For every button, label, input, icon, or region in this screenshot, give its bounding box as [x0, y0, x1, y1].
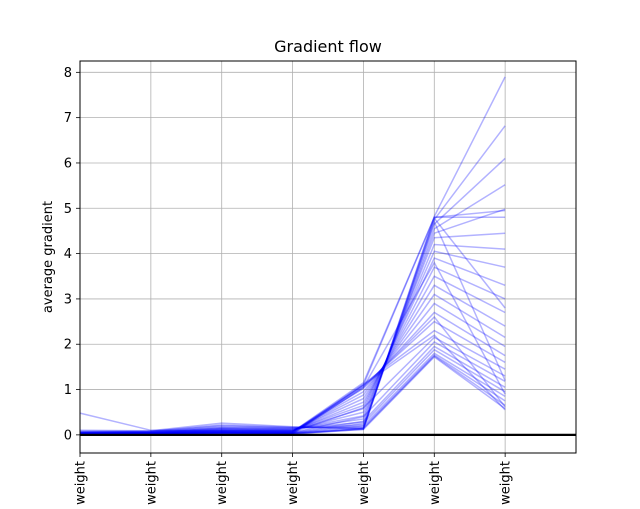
y-tick-label: 6	[64, 156, 72, 171]
y-tick-label: 4	[64, 247, 72, 262]
series-line	[79, 320, 506, 435]
x-tick-label: weight	[357, 461, 372, 505]
series-line	[79, 208, 506, 433]
series-line	[80, 125, 506, 432]
series-line	[79, 348, 506, 435]
series-lines	[79, 76, 506, 436]
series-line	[79, 266, 506, 434]
series-line	[79, 302, 506, 435]
y-tick-label: 3	[64, 292, 72, 307]
series-line	[79, 261, 506, 435]
series-line	[79, 232, 506, 434]
series-line	[79, 243, 506, 434]
y-tick-label: 0	[64, 428, 72, 443]
chart-title: Gradient flow	[274, 37, 382, 56]
grid	[79, 61, 576, 453]
x-tick-label: weight	[286, 461, 301, 505]
y-tick-label: 8	[64, 66, 72, 81]
series-line	[79, 329, 506, 435]
series-line	[79, 250, 506, 434]
series-line	[79, 216, 506, 433]
series-line	[79, 284, 506, 434]
plot-frame	[79, 60, 577, 454]
series-line	[79, 345, 506, 435]
y-tick-label: 7	[64, 111, 72, 126]
series-line	[79, 209, 506, 435]
y-tick-label: 5	[64, 202, 72, 217]
y-axis-label: average gradient	[41, 201, 56, 313]
x-tick-label: weight	[215, 461, 230, 505]
x-tick-label: weight	[499, 461, 514, 505]
series-line	[79, 311, 506, 435]
series-line	[79, 257, 506, 434]
series-line	[79, 336, 506, 435]
series-line	[79, 341, 506, 435]
x-tick-label: weight	[74, 461, 89, 505]
series-line	[79, 76, 506, 432]
series-line	[79, 157, 506, 433]
y-tick-label: 2	[64, 338, 72, 353]
series-line	[79, 293, 506, 435]
y-axis-ticks: 0 1 2 3 4 5 6 7 8	[64, 66, 80, 443]
series-line	[79, 184, 506, 433]
y-tick-label: 1	[64, 383, 72, 398]
series-line	[79, 354, 506, 435]
series-line	[79, 352, 506, 435]
x-axis-ticks: weight weight weight weight weight weight weig…	[74, 453, 514, 505]
series-line	[79, 275, 506, 434]
x-tick-label: weight	[144, 461, 159, 505]
x-tick-label: weight	[428, 461, 443, 505]
